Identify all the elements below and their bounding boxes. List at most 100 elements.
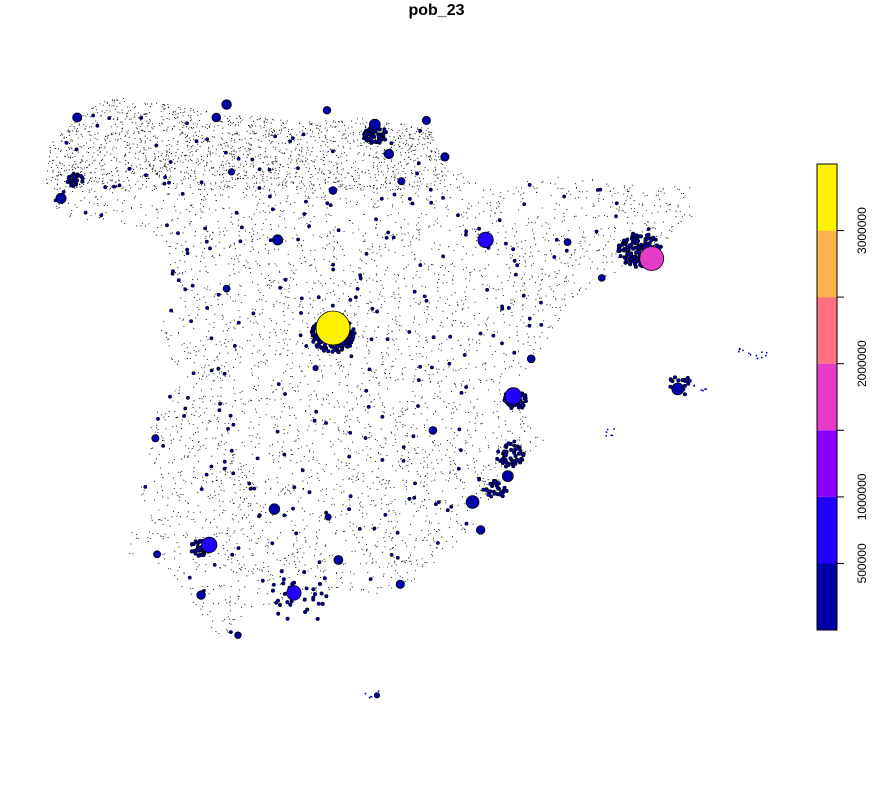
settlement-point [203, 367, 205, 369]
settlement-point [87, 181, 89, 183]
settlement-point [68, 143, 71, 145]
settlement-point [386, 266, 389, 268]
settlement-point [525, 416, 527, 418]
settlement-point [279, 532, 281, 534]
settlement-point [197, 566, 199, 568]
settlement-point [422, 144, 424, 146]
settlement-point [245, 260, 247, 262]
settlement-point [325, 544, 327, 546]
settlement-point [245, 239, 247, 241]
settlement-point [293, 265, 295, 267]
settlement-point [456, 243, 458, 245]
settlement-point [251, 552, 253, 555]
settlement-point [178, 499, 180, 501]
settlement-point [319, 184, 321, 186]
settlement-point [442, 472, 444, 475]
settlement-point [217, 220, 219, 222]
settlement-point [511, 315, 513, 317]
settlement-point [168, 345, 170, 347]
settlement-point [405, 481, 407, 483]
settlement-point [239, 175, 241, 177]
settlement-point [190, 176, 192, 178]
settlement-point [56, 207, 58, 209]
settlement-point [317, 567, 319, 569]
settlement-point [233, 150, 235, 152]
settlement-point [191, 413, 193, 416]
settlement-point [319, 570, 321, 572]
settlement-point [181, 470, 183, 472]
settlement-point [154, 135, 156, 137]
settlement-point [179, 516, 181, 518]
settlement-point [404, 124, 406, 126]
settlement-point [253, 166, 255, 168]
settlement-point [180, 133, 182, 135]
settlement-point [579, 190, 581, 192]
settlement-point [212, 395, 214, 398]
settlement-point [188, 455, 190, 457]
settlement-point [336, 241, 338, 243]
settlement-point [298, 218, 300, 220]
settlement-point [104, 155, 106, 157]
settlement-point [381, 502, 383, 504]
settlement-point [292, 278, 294, 280]
settlement-point [216, 536, 218, 538]
settlement-point [205, 520, 207, 522]
settlement-point [88, 152, 90, 154]
settlement-point [296, 234, 298, 236]
settlement-point [437, 382, 439, 385]
settlement-point [630, 208, 633, 210]
settlement-point [93, 152, 95, 154]
settlement-point [111, 148, 113, 150]
settlement-point [270, 281, 272, 283]
settlement-point [329, 440, 332, 442]
settlement-point [189, 137, 191, 139]
settlement-point [377, 527, 379, 529]
settlement-point [254, 315, 256, 317]
settlement-point [113, 105, 115, 107]
settlement-point [159, 519, 161, 521]
settlement-point [93, 160, 95, 162]
settlement-point [426, 339, 428, 341]
settlement-point [263, 122, 265, 124]
settlement-point [173, 117, 176, 119]
settlement-point [254, 223, 256, 225]
settlement-point [137, 130, 139, 132]
settlement-point [194, 131, 196, 133]
settlement-point [410, 172, 412, 174]
settlement-point [46, 170, 49, 172]
settlement-point [549, 227, 551, 230]
settlement-point [423, 170, 425, 172]
settlement-point [453, 402, 455, 404]
settlement-point [272, 391, 274, 393]
settlement-point [109, 140, 111, 143]
settlement-point [675, 210, 677, 212]
settlement-point [338, 298, 340, 300]
settlement-point [256, 433, 258, 435]
settlement-point [153, 480, 156, 483]
settlement-point [352, 523, 354, 525]
settlement-point [627, 189, 629, 191]
settlement-point [232, 367, 235, 369]
settlement-point [82, 155, 84, 157]
settlement-point [432, 442, 434, 444]
settlement-point [262, 222, 264, 225]
settlement-point [111, 105, 113, 107]
settlement-point [395, 564, 397, 566]
settlement-point [444, 499, 446, 502]
settlement-point [607, 241, 609, 243]
settlement-point [203, 602, 205, 604]
settlement-point [366, 548, 368, 550]
settlement-point [390, 576, 393, 578]
settlement-point [229, 186, 231, 188]
settlement-point [669, 229, 671, 231]
settlement-point [139, 164, 141, 166]
settlement-point [682, 193, 685, 195]
settlement-point [607, 227, 609, 229]
settlement-point [306, 281, 308, 284]
settlement-point [172, 426, 174, 428]
settlement-point [106, 151, 108, 153]
settlement-point [518, 362, 520, 364]
settlement-point [554, 315, 556, 317]
settlement-point [413, 149, 415, 151]
settlement-point [510, 245, 512, 247]
